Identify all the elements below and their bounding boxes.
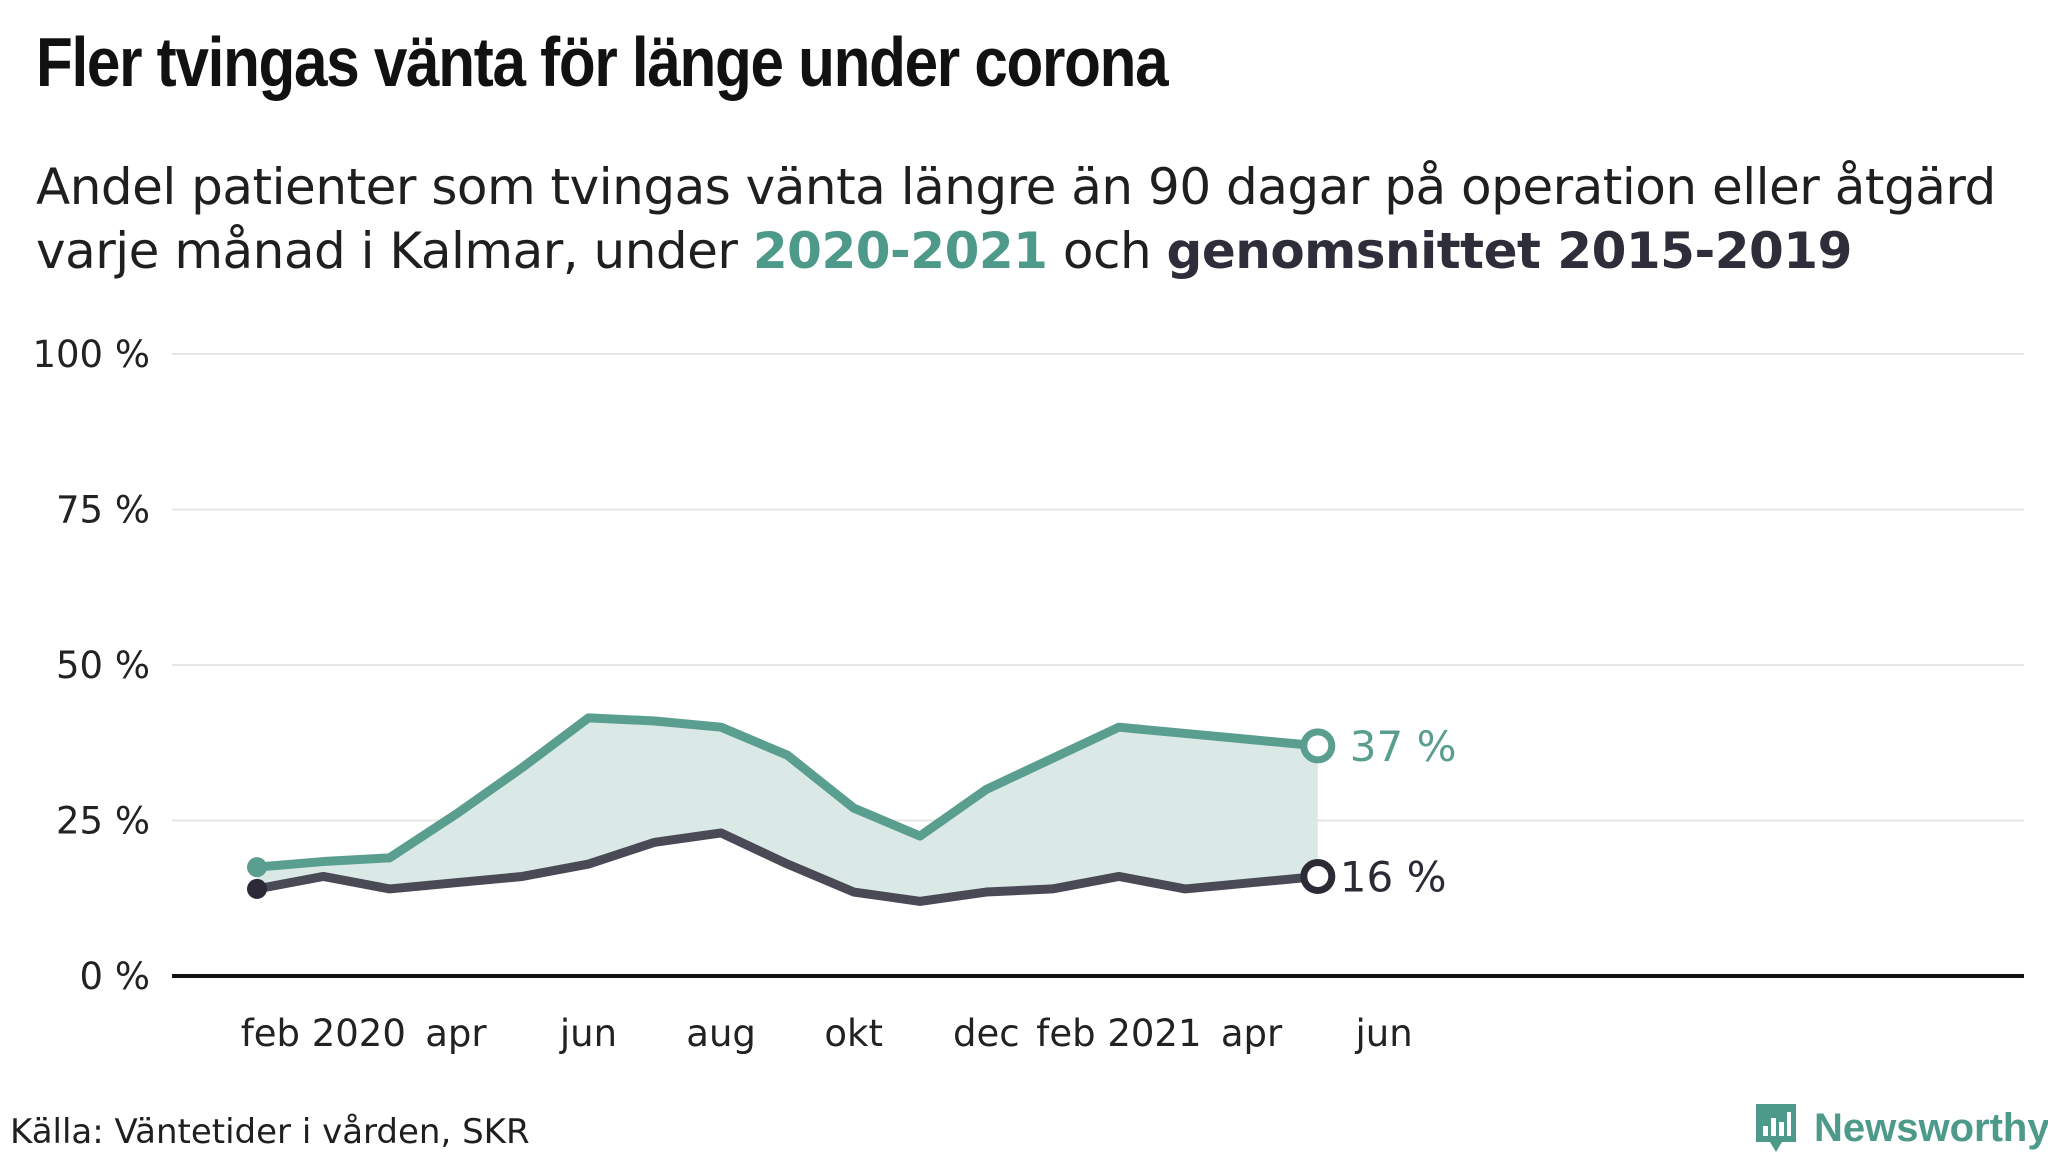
chart-title: Fler tvingas vänta för länge under coron… [36,23,1169,101]
series-lines [252,713,1323,906]
subtitle-highlight-average: genomsnittet 2015-2019 [1166,222,1853,280]
x-tick-label: jun [559,1012,617,1055]
x-tick-label: feb 2021 [1036,1012,1201,1055]
start-point-2020-2021 [247,857,267,878]
subtitle-highlight-2020-2021: 2020-2021 [752,222,1048,280]
y-axis-labels: 0 % 25 % 50 % 75 % 100 % [32,333,150,998]
x-tick-label: aug [686,1012,756,1055]
end-point-2020-2021 [1300,728,1336,764]
subtitle-text: Andel patienter som tvingas vänta längre… [36,158,1996,280]
x-tick-label: okt [824,1012,883,1055]
series-line-2020-2021 [252,713,1323,872]
y-tick-label: 25 % [56,800,150,843]
x-tick-label: dec [953,1012,1020,1055]
x-axis-labels: feb 2020 apr jun aug okt dec feb 2021 apr jun [241,1012,1413,1055]
end-point-average [1300,858,1336,894]
source-note: Källa: Väntetider i vården, SKR [10,1112,530,1152]
difference-area [257,717,1318,902]
newsworthy-logo-icon [1756,1104,1796,1152]
y-tick-label: 0 % [80,955,150,998]
brand-name: Newsworthy [1814,1105,2048,1150]
brand-logo: Newsworthy [1752,1098,2048,1158]
x-tick-label: apr [425,1012,487,1055]
series-markers: 37 % 16 % [247,722,1457,901]
end-label-2020-2021: 37 % [1350,722,1457,771]
chart-subtitle: Andel patienter som tvingas vänta längre… [36,155,2036,283]
start-point-average [247,878,267,899]
end-label-average: 16 % [1340,852,1447,901]
y-tick-label: 50 % [56,644,150,687]
x-tick-label: apr [1221,1012,1283,1055]
series-line-average [252,828,1323,906]
subtitle-text-och: och [1047,222,1167,280]
y-tick-label: 100 % [32,333,150,376]
x-tick-label: jun [1355,1012,1413,1055]
x-tick-label: feb 2020 [241,1012,406,1055]
y-tick-label: 75 % [56,489,150,532]
